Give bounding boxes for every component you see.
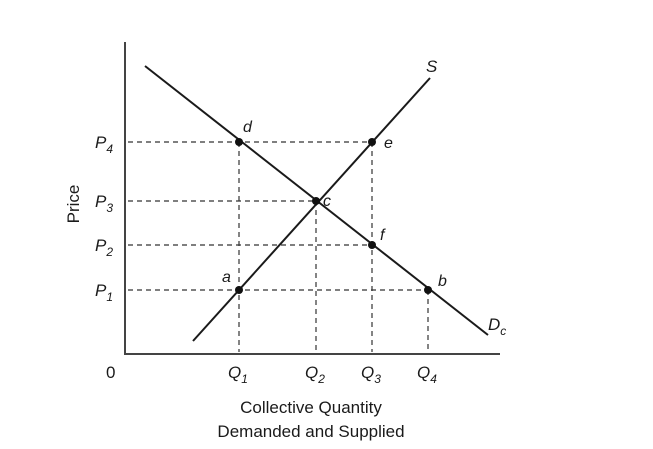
point-f-label: f [380, 227, 386, 244]
quantity-tick-q2: Q2 [305, 363, 325, 386]
point-b [424, 286, 432, 294]
price-tick-p3: P3 [95, 192, 113, 215]
x-axis-title-line2: Demanded and Supplied [217, 422, 404, 441]
quantity-tick-q3: Q3 [361, 363, 381, 386]
point-b-label: b [438, 273, 447, 290]
point-e-label: e [384, 135, 393, 152]
supply-label: S [426, 57, 438, 76]
point-c-label: c [323, 193, 331, 210]
point-e [368, 138, 376, 146]
demand-label: Dc [488, 315, 506, 338]
guide-lines [128, 141, 429, 352]
origin-label: 0 [106, 363, 115, 382]
price-tick-p1: P1 [95, 281, 113, 304]
point-a [235, 286, 243, 294]
supply-curve [192, 77, 431, 342]
price-tick-p4: P4 [95, 133, 113, 156]
point-c [312, 197, 320, 205]
point-a-label: a [222, 269, 231, 286]
quantity-tick-q1: Q1 [228, 363, 248, 386]
quantity-tick-q4: Q4 [417, 363, 437, 386]
point-d [235, 138, 243, 146]
point-d-label: d [243, 119, 253, 136]
price-tick-p2: P2 [95, 236, 113, 259]
y-axis-title: Price [64, 185, 83, 224]
point-f [368, 241, 376, 249]
x-axis-title-line1: Collective Quantity [240, 398, 382, 417]
